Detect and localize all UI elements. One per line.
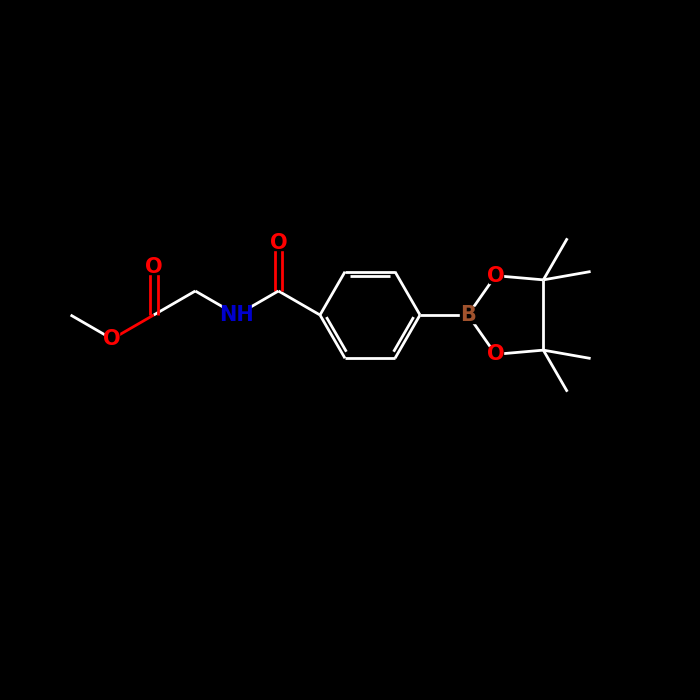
Bar (489, 269, 503, 283)
Text: O: O (104, 329, 121, 349)
Text: B: B (460, 305, 476, 325)
Text: NH: NH (220, 305, 254, 325)
Bar (147, 260, 161, 274)
Bar (460, 307, 476, 323)
Bar (105, 332, 119, 346)
Text: O: O (486, 266, 504, 286)
Text: O: O (486, 344, 504, 364)
Text: O: O (145, 257, 162, 277)
Bar (226, 307, 248, 323)
Text: O: O (270, 233, 287, 253)
Bar (272, 236, 286, 250)
Bar (489, 347, 503, 361)
